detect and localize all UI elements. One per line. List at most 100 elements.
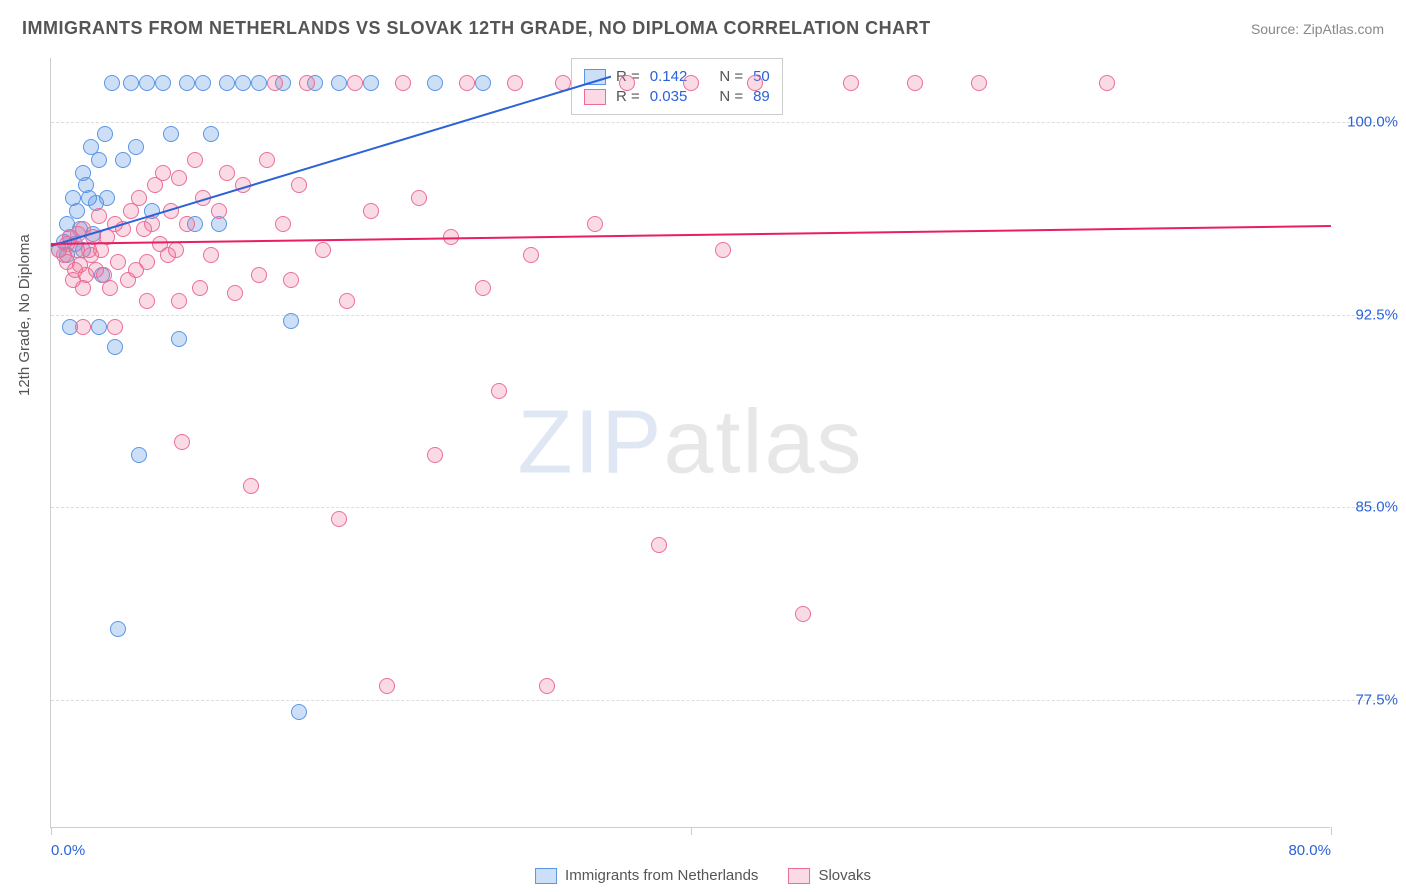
scatter-point-slovaks: [1099, 75, 1115, 91]
chart-header: IMMIGRANTS FROM NETHERLANDS VS SLOVAK 12…: [22, 18, 1384, 39]
scatter-point-slovaks: [259, 152, 275, 168]
scatter-point-slovaks: [267, 75, 283, 91]
scatter-point-netherlands: [251, 75, 267, 91]
x-tick-label: 0.0%: [51, 842, 85, 859]
scatter-point-netherlands: [427, 75, 443, 91]
scatter-point-netherlands: [283, 313, 299, 329]
scatter-point-slovaks: [331, 511, 347, 527]
scatter-point-netherlands: [203, 126, 219, 142]
scatter-point-slovaks: [139, 254, 155, 270]
scatter-point-slovaks: [539, 678, 555, 694]
x-tick: [1331, 827, 1332, 835]
plot-area: ZIPatlas R =0.142N =50R =0.035N =89 77.5…: [50, 58, 1330, 828]
scatter-point-slovaks: [275, 216, 291, 232]
scatter-point-slovaks: [110, 254, 126, 270]
scatter-point-slovaks: [155, 165, 171, 181]
scatter-point-slovaks: [379, 678, 395, 694]
scatter-point-netherlands: [115, 152, 131, 168]
scatter-point-slovaks: [219, 165, 235, 181]
scatter-point-netherlands: [195, 75, 211, 91]
scatter-point-slovaks: [171, 170, 187, 186]
source-label: Source: ZipAtlas.com: [1251, 21, 1384, 37]
x-tick-label: 80.0%: [1288, 842, 1331, 859]
scatter-point-slovaks: [187, 152, 203, 168]
scatter-point-slovaks: [683, 75, 699, 91]
scatter-point-slovaks: [427, 447, 443, 463]
scatter-point-netherlands: [107, 339, 123, 355]
scatter-point-slovaks: [91, 208, 107, 224]
scatter-point-netherlands: [155, 75, 171, 91]
scatter-point-slovaks: [339, 293, 355, 309]
scatter-point-slovaks: [131, 190, 147, 206]
legend-swatch: [584, 89, 606, 105]
scatter-point-slovaks: [395, 75, 411, 91]
y-tick-label: 85.0%: [1355, 499, 1398, 516]
stats-r-value: 0.142: [650, 68, 688, 85]
scatter-point-netherlands: [219, 75, 235, 91]
scatter-point-netherlands: [91, 152, 107, 168]
gridline: [51, 507, 1380, 508]
scatter-point-netherlands: [131, 447, 147, 463]
scatter-point-slovaks: [251, 267, 267, 283]
scatter-point-netherlands: [97, 126, 113, 142]
chart-title: IMMIGRANTS FROM NETHERLANDS VS SLOVAK 12…: [22, 18, 931, 39]
legend-item-slovaks: Slovaks: [788, 867, 871, 884]
y-tick-label: 92.5%: [1355, 306, 1398, 323]
scatter-point-slovaks: [283, 272, 299, 288]
scatter-point-netherlands: [104, 75, 120, 91]
stats-legend-row: R =0.142N =50: [584, 68, 770, 85]
gridline: [51, 122, 1380, 123]
legend-item-netherlands: Immigrants from Netherlands: [535, 867, 758, 884]
scatter-point-netherlands: [69, 203, 85, 219]
scatter-point-slovaks: [619, 75, 635, 91]
scatter-point-slovaks: [523, 247, 539, 263]
scatter-point-netherlands: [235, 75, 251, 91]
scatter-point-slovaks: [211, 203, 227, 219]
scatter-point-slovaks: [107, 319, 123, 335]
scatter-point-netherlands: [128, 139, 144, 155]
x-tick: [691, 827, 692, 835]
scatter-point-slovaks: [843, 75, 859, 91]
scatter-point-slovaks: [747, 75, 763, 91]
x-tick: [51, 827, 52, 835]
trend-line-netherlands: [51, 76, 612, 247]
y-tick-label: 77.5%: [1355, 691, 1398, 708]
scatter-point-slovaks: [363, 203, 379, 219]
gridline: [51, 315, 1380, 316]
y-tick-label: 100.0%: [1347, 114, 1398, 131]
scatter-point-slovaks: [347, 75, 363, 91]
scatter-point-slovaks: [907, 75, 923, 91]
stats-n-label: N =: [719, 68, 743, 85]
scatter-point-slovaks: [411, 190, 427, 206]
legend-label: Slovaks: [818, 867, 871, 884]
scatter-point-slovaks: [715, 242, 731, 258]
stats-n-label: N =: [719, 88, 743, 105]
scatter-point-slovaks: [315, 242, 331, 258]
watermark: ZIPatlas: [517, 391, 863, 494]
scatter-point-slovaks: [174, 434, 190, 450]
scatter-point-slovaks: [475, 280, 491, 296]
legend-swatch: [535, 868, 557, 884]
stats-legend-row: R =0.035N =89: [584, 88, 770, 105]
scatter-point-slovaks: [587, 216, 603, 232]
scatter-point-slovaks: [291, 177, 307, 193]
scatter-point-slovaks: [203, 247, 219, 263]
scatter-point-netherlands: [139, 75, 155, 91]
scatter-point-slovaks: [243, 478, 259, 494]
watermark-atlas: atlas: [663, 392, 863, 492]
scatter-point-slovaks: [102, 280, 118, 296]
scatter-point-netherlands: [291, 704, 307, 720]
scatter-point-slovaks: [459, 75, 475, 91]
scatter-point-slovaks: [227, 285, 243, 301]
scatter-point-slovaks: [971, 75, 987, 91]
scatter-point-slovaks: [75, 319, 91, 335]
legend-label: Immigrants from Netherlands: [565, 867, 758, 884]
scatter-point-slovaks: [139, 293, 155, 309]
scatter-point-slovaks: [192, 280, 208, 296]
scatter-point-slovaks: [491, 383, 507, 399]
scatter-point-slovaks: [179, 216, 195, 232]
scatter-point-slovaks: [507, 75, 523, 91]
series-legend: Immigrants from Netherlands Slovaks: [535, 867, 871, 884]
scatter-point-netherlands: [179, 75, 195, 91]
scatter-point-slovaks: [651, 537, 667, 553]
